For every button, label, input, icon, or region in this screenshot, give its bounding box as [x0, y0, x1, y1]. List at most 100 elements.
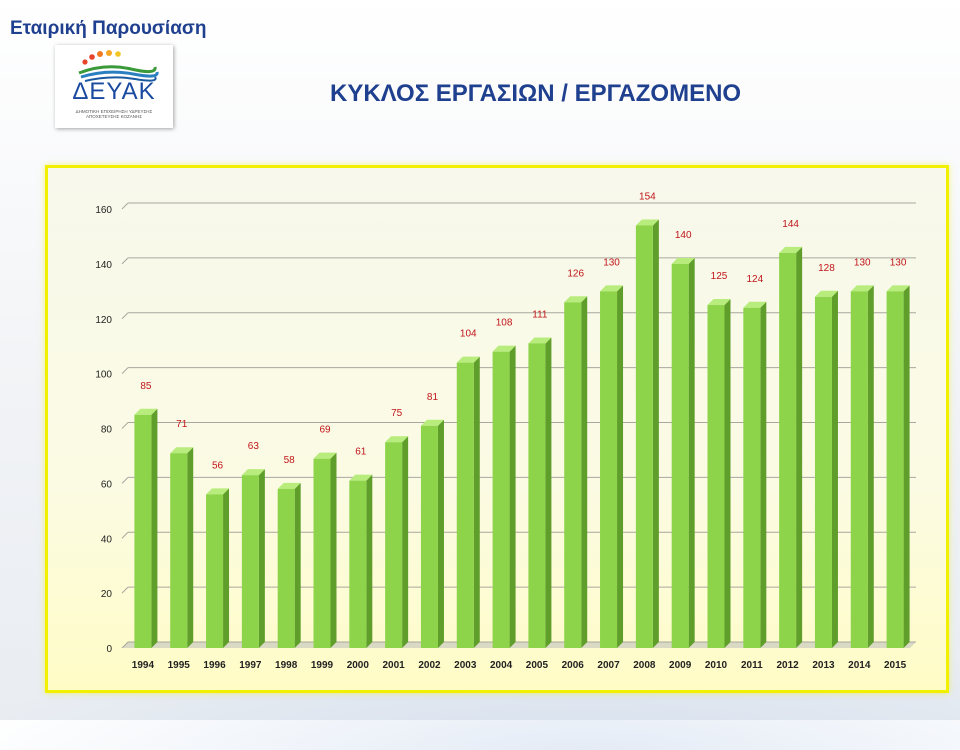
data-label: 154 [639, 191, 656, 202]
data-label: 128 [818, 263, 835, 274]
x-tick-label: 2008 [633, 660, 656, 671]
x-tick-label: 2006 [562, 660, 585, 671]
bar-chart: 0 20 40 60 80 100 120 140 160 85 1994 71 1995 56 1996 6… [95, 191, 916, 671]
x-tick-label: 1994 [132, 660, 155, 671]
slide-title: ΚΥΚΛΟΣ ΕΡΓΑΣΙΩΝ / ΕΡΓΑΖΟΜΕΝΟ [330, 80, 742, 107]
bar-top [564, 296, 588, 303]
y-tick-label: 100 [95, 370, 112, 381]
gridline-depth [121, 531, 129, 539]
bar [528, 343, 546, 648]
bar-side [294, 482, 301, 648]
bar-top [600, 285, 624, 292]
bar-top [385, 436, 409, 443]
bar-top [886, 285, 910, 292]
bar-side [760, 301, 767, 648]
bar-side [437, 419, 444, 648]
bar-side [187, 447, 194, 648]
data-label: 130 [854, 257, 871, 268]
bar [241, 475, 259, 648]
data-label: 124 [746, 274, 763, 285]
x-tick-label: 2010 [705, 660, 728, 671]
bar-top [743, 301, 767, 308]
bar-top [814, 290, 838, 297]
bar-top [707, 299, 731, 306]
y-tick-label: 80 [101, 425, 113, 436]
bar [707, 305, 725, 648]
bar-side [581, 296, 588, 648]
x-tick-label: 2002 [418, 660, 441, 671]
bar-side [402, 436, 409, 648]
x-tick-label: 2011 [741, 660, 763, 671]
x-tick-label: 2012 [777, 660, 800, 671]
data-label: 130 [890, 257, 907, 268]
x-tick-label: 2014 [848, 660, 871, 671]
x-tick-label: 2004 [490, 660, 513, 671]
gridline-depth [121, 312, 129, 320]
y-tick-label: 120 [95, 315, 112, 326]
data-label: 75 [391, 408, 403, 419]
data-label: 69 [319, 425, 331, 436]
bar-side [617, 285, 624, 648]
bar-side [151, 408, 158, 648]
bar [456, 362, 474, 648]
gridline-depth [121, 202, 129, 210]
x-tick-label: 2015 [884, 660, 907, 671]
x-tick-label: 1998 [275, 660, 298, 671]
bar-top [492, 345, 516, 352]
chart-frame: 0 20 40 60 80 100 120 140 160 85 1994 71 1995 56 1996 6… [45, 165, 949, 693]
gridline-depth [121, 257, 129, 265]
bar-side [473, 356, 480, 648]
bar-side [688, 257, 695, 648]
bar-side [796, 246, 803, 648]
x-tick-label: 2007 [597, 660, 620, 671]
data-label: 56 [212, 460, 224, 471]
bar-side [366, 474, 373, 648]
y-tick-label: 140 [95, 260, 112, 271]
bar [814, 296, 832, 648]
bar [743, 307, 761, 648]
bar-side [652, 219, 659, 648]
data-label: 130 [603, 257, 620, 268]
bar-top [277, 482, 301, 489]
bar [313, 458, 331, 648]
bar-side [831, 290, 838, 648]
y-tick-label: 160 [95, 205, 112, 216]
x-tick-label: 2013 [812, 660, 835, 671]
x-tick-label: 1996 [203, 660, 226, 671]
x-tick-label: 2003 [454, 660, 477, 671]
logo-subtitle: ΔΗΜΟΤΙΚΗ ΕΠΙΧΕΙΡΗΣΗ ΥΔΡΕΥΣΗΣ ΑΠΟΧΕΤΕΥΣΗΣ… [75, 109, 153, 119]
bar-top [241, 469, 265, 476]
bar-top [170, 447, 194, 454]
bar-side [330, 452, 337, 648]
company-logo: ΔΕΥΑΚ ΔΗΜΟΤΙΚΗ ΕΠΙΧΕΙΡΗΣΗ ΥΔΡΕΥΣΗΣ ΑΠΟΧΕ… [55, 45, 173, 128]
bar-side [867, 285, 874, 648]
x-tick-label: 1999 [311, 660, 334, 671]
bar [134, 414, 152, 648]
bar [671, 263, 689, 648]
bar [349, 480, 367, 648]
x-tick-label: 2009 [669, 660, 692, 671]
data-label: 126 [567, 268, 584, 279]
data-label: 140 [675, 230, 692, 241]
bar [779, 252, 797, 648]
data-label: 85 [140, 381, 152, 392]
bar-top [134, 408, 158, 415]
bar-side [509, 345, 516, 648]
bar-top [456, 356, 480, 363]
data-label: 111 [532, 309, 548, 320]
data-label: 125 [711, 271, 728, 282]
data-label: 61 [355, 447, 367, 458]
x-tick-label: 2005 [526, 660, 549, 671]
presentation-title: Εταιρική Παρουσίαση [10, 18, 207, 39]
data-label: 71 [176, 419, 188, 430]
y-tick-label: 60 [101, 479, 113, 490]
logo-name: ΔΕΥΑΚ [72, 78, 156, 105]
bar-side [903, 285, 910, 648]
bar-side [223, 488, 230, 648]
bar-top [850, 285, 874, 292]
x-tick-label: 1995 [168, 660, 191, 671]
bar [886, 291, 904, 648]
gridline-depth [121, 422, 129, 429]
data-label: 63 [248, 441, 260, 452]
gridline-depth [121, 367, 129, 374]
